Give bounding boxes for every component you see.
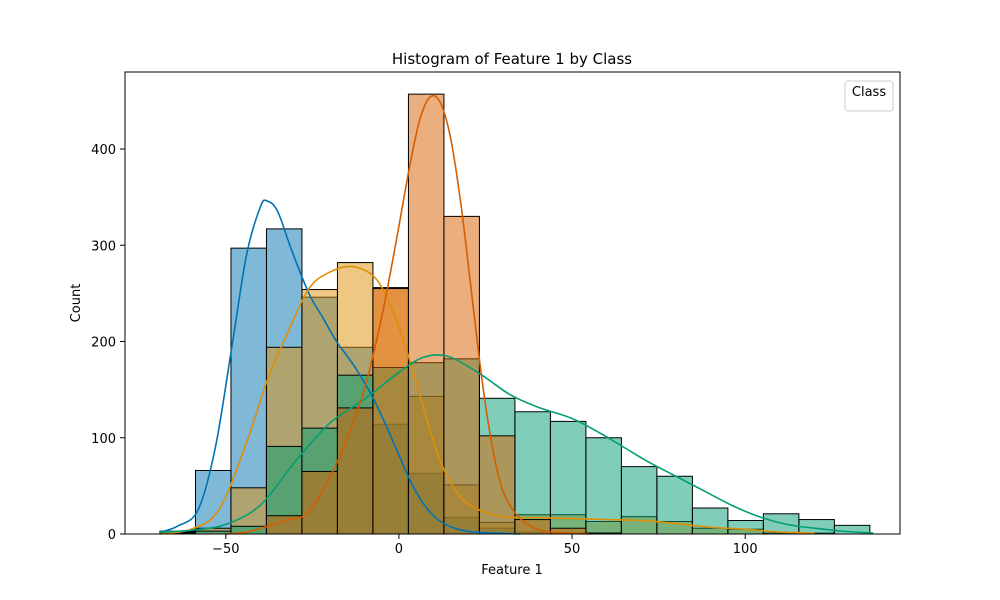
- kde-line-series-1: [159, 199, 521, 535]
- x-tick-label: 50: [564, 542, 581, 557]
- chart-title: Histogram of Feature 1 by Class: [392, 50, 632, 68]
- histogram-bar-series-3: [514, 411, 551, 535]
- y-axis-ticks: 0 100 200 300 400: [91, 143, 125, 543]
- histogram-bar-series-4: [336, 407, 374, 535]
- histogram-bar-series-3: [549, 420, 587, 535]
- histogram-bar-series-3: [620, 466, 658, 535]
- x-tick-label: −50: [212, 542, 239, 557]
- legend-title: Class: [852, 85, 886, 100]
- y-axis-label: Count: [69, 284, 84, 323]
- x-axis-ticks: −50 0 50 100: [212, 534, 758, 557]
- y-tick-label: 200: [91, 336, 116, 351]
- x-tick-label: 100: [733, 542, 758, 557]
- kde-line-series-3: [159, 354, 874, 534]
- y-tick-label: 100: [91, 432, 116, 447]
- y-tick-label: 300: [91, 239, 116, 254]
- y-tick-label: 0: [108, 528, 116, 543]
- histogram-bar-series-3: [727, 520, 764, 535]
- x-axis-label: Feature 1: [481, 563, 543, 578]
- kde-line-series-2: [159, 265, 815, 535]
- kde-line-series-4: [225, 94, 590, 535]
- bars-layer: [159, 93, 871, 535]
- y-tick-label: 400: [91, 143, 116, 158]
- x-tick-label: 0: [395, 542, 403, 557]
- histogram-bar-series-4: [372, 288, 409, 535]
- histogram-bar-series-4: [407, 93, 445, 535]
- legend: Class: [844, 80, 894, 112]
- histogram-bar-series-3: [691, 507, 729, 535]
- histogram-bar-series-4: [443, 215, 480, 535]
- histogram-bar-series-4: [478, 435, 516, 535]
- histogram-bar-series-4: [301, 470, 338, 535]
- kde-layer: [159, 94, 874, 535]
- legend-box: [844, 80, 894, 112]
- histogram-bar-series-3: [585, 437, 622, 535]
- plot-frame: [124, 71, 901, 535]
